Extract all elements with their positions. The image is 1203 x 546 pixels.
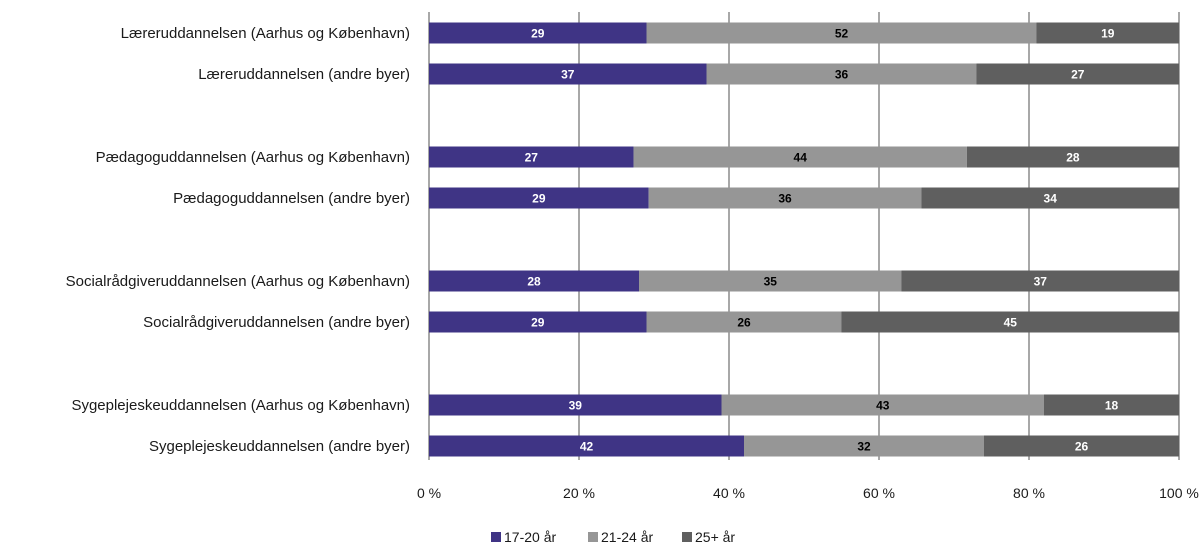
bar-segment [966,146,1179,168]
x-tick-label: 20 % [563,485,595,501]
category-label: Læreruddannelsen (Aarhus og København) [121,25,410,42]
bar-segment [744,435,984,457]
data-label: 29 [531,27,545,41]
bar-segment [429,311,647,333]
data-label: 19 [1101,27,1115,41]
data-label: 18 [1105,399,1119,413]
category-label: Sygeplejeskeuddannelsen (andre byer) [149,438,410,455]
data-label: 34 [1044,192,1058,206]
bar-segment [429,187,649,209]
bar-segment [721,394,1044,416]
legend: 17-20 år 21-24 år 25+ år [491,529,735,545]
bars: 29 52 19 37 36 27 27 44 28 29 36 34 28 35 37 29 26 45 39 43… [429,22,1179,457]
category-label: Læreruddannelsen (andre byer) [198,66,410,83]
x-tick-label: 0 % [417,485,441,501]
data-label: 29 [531,316,545,330]
legend-swatch [588,532,598,542]
data-label: 37 [1034,275,1048,289]
data-label: 37 [561,68,575,82]
bar-segment [429,22,647,44]
data-label: 27 [525,151,539,165]
bar-segment [1044,394,1179,416]
legend-label: 17-20 år [504,529,556,545]
bar-segment [429,146,634,168]
bar-segment [706,63,977,85]
bar-segment [429,63,707,85]
x-tick-label: 60 % [863,485,895,501]
legend-swatch [491,532,501,542]
bar-segment [633,146,967,168]
x-tick-label: 80 % [1013,485,1045,501]
bar-segment [648,187,922,209]
data-label: 26 [1075,440,1089,454]
bar-segment [646,311,842,333]
legend-label: 25+ år [695,529,735,545]
legend-label: 21-24 år [601,529,653,545]
bar-segment [841,311,1179,333]
bar-segment [921,187,1179,209]
category-label: Sygeplejeskeuddannelsen (Aarhus og Køben… [71,397,410,414]
x-tick-label: 100 % [1159,485,1199,501]
bar-segment [639,270,902,292]
category-label: Pædagoguddannelsen (Aarhus og København) [96,149,410,166]
x-axis-ticks: 0 % 20 % 40 % 60 % 80 % 100 % [417,485,1199,501]
bar-segment [429,435,744,457]
category-label: Pædagoguddannelsen (andre byer) [173,190,410,207]
category-labels: Læreruddannelsen (Aarhus og København) Læ… [66,25,410,455]
bar-segment [976,63,1179,85]
data-label: 28 [527,275,541,289]
data-label: 27 [1071,68,1085,82]
data-label: 42 [580,440,594,454]
bar-segment [1036,22,1179,44]
data-label: 32 [857,440,871,454]
data-label: 52 [835,27,849,41]
bar-segment [984,435,1179,457]
data-label: 28 [1066,151,1080,165]
data-label: 26 [737,316,751,330]
bar-segment [646,22,1037,44]
legend-swatch [682,532,692,542]
category-label: Socialrådgiveruddannelsen (Aarhus og Køb… [66,273,410,290]
x-tick-label: 40 % [713,485,745,501]
bar-segment [429,394,722,416]
data-label: 35 [764,275,778,289]
gridlines [428,12,1180,460]
data-label: 36 [778,192,792,206]
bar-segment [901,270,1179,292]
data-label: 43 [876,399,890,413]
data-label: 44 [794,151,808,165]
bar-segment [429,270,639,292]
data-label: 45 [1004,316,1018,330]
data-label: 39 [569,399,583,413]
data-label: 36 [835,68,849,82]
data-label: 29 [532,192,546,206]
category-label: Socialrådgiveruddannelsen (andre byer) [143,314,410,331]
